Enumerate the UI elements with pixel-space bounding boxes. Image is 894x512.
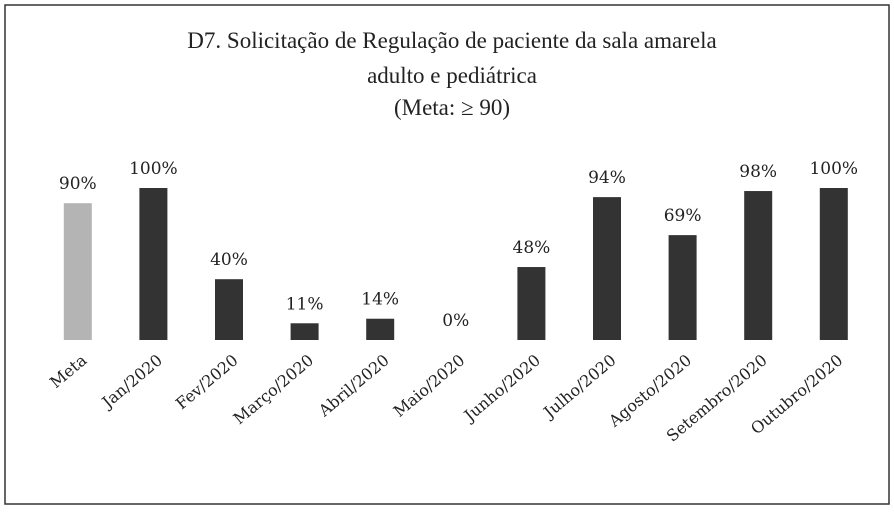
- bar: [744, 191, 773, 340]
- value-label: 69%: [664, 206, 702, 226]
- value-label: 94%: [588, 168, 626, 188]
- bar: [593, 197, 621, 340]
- chart-title: (Meta: ≥ 90): [394, 95, 510, 120]
- value-label: 48%: [513, 238, 551, 258]
- bar: [668, 235, 697, 340]
- value-label: 100%: [809, 159, 858, 179]
- value-label: 11%: [286, 294, 324, 314]
- bar: [63, 203, 92, 340]
- chart-title: adulto e pediátrica: [367, 63, 537, 88]
- value-label: 40%: [210, 250, 248, 270]
- chart-title: D7. Solicitação de Regulação de paciente…: [187, 28, 716, 53]
- value-label: 100%: [129, 159, 178, 179]
- value-label: 0%: [442, 311, 469, 331]
- bar: [215, 279, 243, 340]
- bar: [819, 188, 848, 340]
- value-label: 14%: [361, 290, 399, 310]
- bar: [290, 323, 319, 340]
- bar: [517, 267, 546, 340]
- bar: [366, 318, 395, 340]
- bar: [139, 188, 168, 340]
- value-label: 98%: [739, 162, 777, 182]
- value-label: 90%: [59, 174, 97, 194]
